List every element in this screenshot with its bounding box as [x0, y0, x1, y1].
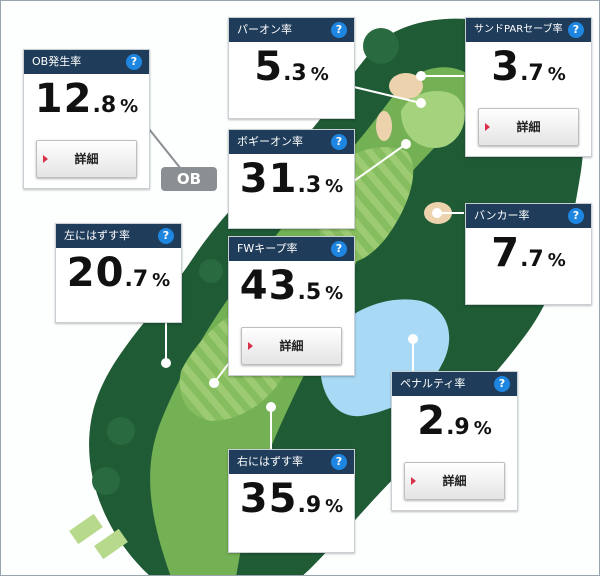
value-unit: % [473, 418, 492, 439]
bunker-left [376, 111, 392, 141]
red-triangle-arrow-icon [248, 342, 253, 350]
stat-value: 35.9% [229, 476, 354, 522]
stat-value: 7.7% [466, 230, 591, 276]
value-unit: % [325, 283, 344, 304]
card-title: OB発生率 [32, 55, 82, 68]
card-title: パーオン率 [237, 23, 292, 36]
value-decimal: .9 [297, 493, 322, 518]
penalty-rate-card: ペナルティ率 ? 2.9% 詳細 [391, 371, 518, 511]
detail-button-label: 詳細 [279, 339, 304, 353]
bogey-on-rate-card: ボギーオン率 ? 31.3% [228, 129, 355, 229]
tee-box-2 [94, 528, 128, 560]
red-triangle-arrow-icon [411, 477, 416, 485]
value-integer: 7 [491, 230, 521, 276]
card-title: ペナルティ率 [400, 377, 466, 390]
value-integer: 5 [254, 44, 284, 90]
value-integer: 35 [239, 476, 298, 522]
value-decimal: .3 [297, 173, 322, 198]
value-integer: 43 [239, 263, 298, 309]
card-title: バンカー率 [474, 209, 530, 222]
stat-value: 5.3% [229, 44, 354, 90]
red-triangle-arrow-icon [43, 155, 48, 163]
right-miss-rate-card: 右にはずす率 ? 35.9% [228, 449, 355, 553]
card-header: バンカー率 ? [466, 204, 591, 228]
value-unit: % [547, 250, 566, 271]
question-circle-icon[interactable]: ? [494, 376, 510, 392]
red-triangle-arrow-icon [485, 123, 490, 131]
ob-badge: OB [161, 167, 217, 191]
value-unit: % [310, 64, 329, 85]
detail-button-label: 詳細 [516, 120, 541, 134]
value-integer: 12 [34, 76, 93, 122]
stat-value: 31.3% [229, 156, 354, 202]
detail-button[interactable]: 詳細 [36, 140, 137, 178]
stat-value: 3.7% [466, 44, 591, 90]
card-title: 右にはずす率 [237, 455, 303, 468]
bunker-top [389, 73, 423, 99]
value-unit: % [152, 270, 171, 291]
question-circle-icon[interactable]: ? [331, 241, 347, 257]
detail-button[interactable]: 詳細 [404, 462, 505, 500]
question-circle-icon[interactable]: ? [158, 228, 174, 244]
value-decimal: .5 [297, 280, 322, 305]
detail-button-label: 詳細 [442, 474, 467, 488]
stat-value: 43.5% [229, 263, 354, 309]
value-decimal: .8 [92, 93, 117, 118]
green-on-rate-card: パーオン率 ? 5.3% [228, 17, 355, 119]
value-decimal: .7 [520, 247, 544, 272]
question-circle-icon[interactable]: ? [126, 54, 142, 70]
value-unit: % [547, 64, 566, 85]
stat-value: 20.7% [56, 250, 181, 296]
question-circle-icon[interactable]: ? [331, 454, 347, 470]
value-decimal: .3 [283, 61, 307, 86]
value-decimal: .9 [446, 415, 470, 440]
card-header: サンドPARセーブ率 ? [466, 18, 591, 42]
question-circle-icon[interactable]: ? [568, 208, 584, 224]
card-header: ボギーオン率 ? [229, 130, 354, 154]
question-circle-icon[interactable]: ? [568, 22, 584, 38]
card-title: FWキープ率 [237, 242, 298, 255]
value-decimal: .7 [520, 61, 544, 86]
card-header: パーオン率 ? [229, 18, 354, 42]
card-header: 左にはずす率 ? [56, 224, 181, 248]
card-title: ボギーオン率 [237, 135, 303, 148]
sand-save-rate-card: サンドPARセーブ率 ? 3.7% 詳細 [465, 17, 592, 157]
card-title: サンドPARセーブ率 [474, 24, 563, 35]
card-title: 左にはずす率 [64, 229, 130, 242]
tee-box [69, 513, 103, 545]
value-integer: 3 [491, 44, 521, 90]
value-decimal: .7 [124, 267, 149, 292]
detail-button[interactable]: 詳細 [241, 327, 342, 365]
question-circle-icon[interactable]: ? [331, 134, 347, 150]
stat-value: 12.8% [24, 76, 149, 122]
card-header: ペナルティ率 ? [392, 372, 517, 396]
detail-button[interactable]: 詳細 [478, 108, 579, 146]
stat-value: 2.9% [392, 398, 517, 444]
left-miss-rate-card: 左にはずす率 ? 20.7% [55, 223, 182, 323]
value-integer: 31 [239, 156, 298, 202]
value-integer: 2 [417, 398, 447, 444]
ob-rate-card: OB発生率 ? 12.8% 詳細 [23, 49, 150, 189]
question-circle-icon[interactable]: ? [331, 22, 347, 38]
value-unit: % [120, 96, 139, 117]
detail-button-label: 詳細 [74, 152, 99, 166]
fw-keep-rate-card: FWキープ率 ? 43.5% 詳細 [228, 236, 355, 376]
value-unit: % [325, 176, 344, 197]
value-unit: % [325, 496, 344, 517]
value-integer: 20 [66, 250, 125, 296]
bunker-rate-card: バンカー率 ? 7.7% [465, 203, 592, 305]
card-header: FWキープ率 ? [229, 237, 354, 261]
card-header: OB発生率 ? [24, 50, 149, 74]
card-header: 右にはずす率 ? [229, 450, 354, 474]
